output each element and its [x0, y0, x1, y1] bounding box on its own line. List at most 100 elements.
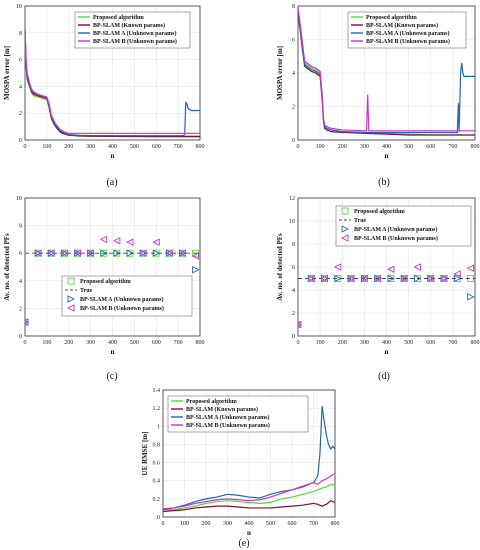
data-point: [34, 249, 42, 257]
legend-entry-label: BP-SLAM B (Unknown params): [186, 422, 270, 429]
data-point: [191, 252, 200, 260]
plot-area: [298, 7, 475, 136]
y-tick-label: 0.4: [153, 479, 161, 485]
data-point: [387, 274, 395, 283]
legend-entry-label: BP-SLAM A (Unknown params): [366, 30, 450, 37]
x-tick-label: 600: [152, 144, 161, 150]
y-tick-label: 0.2: [153, 497, 161, 503]
data-point: [453, 270, 461, 278]
y-tick-label: 2: [19, 111, 22, 117]
y-tick-label: 8: [292, 4, 295, 10]
legend-box: [335, 205, 472, 247]
legend-entry-label: Proposed algorithm: [366, 15, 417, 21]
x-tick-label: 800: [471, 144, 480, 150]
y-tick-label: 8: [19, 224, 22, 230]
data-point: [320, 274, 328, 283]
x-tick-label: 0: [162, 521, 165, 527]
y-tick-label: 6: [19, 58, 22, 64]
data-point: [60, 249, 68, 257]
x-tick-label: 200: [338, 144, 347, 150]
legend-entry-label: BP-SLAM (Known params): [186, 406, 258, 413]
x-tick-label: 400: [245, 521, 254, 527]
legend-entry-label: BP-SLAM A (Unknown params): [354, 226, 438, 233]
y-axis-label: UE RMSE [m]: [141, 432, 149, 476]
legend-entry-label: True: [354, 218, 367, 224]
data-point: [25, 318, 29, 326]
x-tick-label: 400: [382, 144, 391, 150]
chart-d: 0 100 200 300 400 500 600 700 800 0 2 4 6 8 10 12 n Av. n…: [276, 196, 480, 382]
x-tick-label: 500: [404, 144, 413, 150]
legend-swatch: [66, 304, 75, 312]
legend: Proposed algorithm True BP-SLAM A (Unknown…: [335, 205, 472, 247]
data-point: [178, 249, 186, 257]
y-tick-label: 4: [19, 84, 22, 90]
axes-frame: [162, 389, 336, 518]
legend-entry-label: Proposed algorithm: [186, 399, 237, 405]
legend-swatch: [67, 295, 76, 303]
legend-entry-label: BP-SLAM (Known params): [366, 22, 438, 29]
x-tick-label: 0: [297, 340, 300, 346]
y-tick-label: 8: [19, 31, 22, 37]
legend-entry-label: Proposed algorithm: [354, 209, 405, 215]
y-tick-label: 0: [292, 138, 295, 144]
x-tick-label: 100: [316, 340, 325, 346]
y-tick-label: 6: [19, 251, 22, 257]
x-tick-label: 200: [64, 144, 73, 150]
x-tick-label: 300: [360, 340, 369, 346]
x-tick-label: 0: [24, 340, 27, 346]
panel-caption: (c): [106, 371, 117, 382]
legend-box: [74, 11, 191, 49]
data-point: [100, 249, 108, 257]
series-line: [25, 30, 200, 138]
legend-box: [347, 11, 467, 49]
data-point: [413, 263, 421, 271]
y-tick-label: 0: [19, 334, 22, 340]
y-tick-label: 4: [292, 71, 295, 77]
axes-frame: [297, 197, 476, 337]
panel-caption: (d): [378, 371, 390, 382]
plot-area: [25, 235, 200, 326]
legend-entry-label: BP-SLAM (Known params): [93, 22, 165, 29]
y-axis-label: MOSPA error [m]: [276, 46, 284, 100]
x-tick-label: 600: [426, 340, 435, 346]
x-tick-label: 300: [360, 144, 369, 150]
x-tick-label: 700: [309, 521, 318, 527]
legend-entry-label: BP-SLAM B (Unknown params): [354, 235, 438, 242]
x-axis-label: n: [385, 348, 389, 356]
x-tick-label: 300: [223, 521, 232, 527]
series-line: [163, 472, 335, 510]
x-tick-label: 500: [130, 340, 139, 346]
panel-caption: (b): [378, 177, 390, 188]
x-tick-label: 600: [426, 144, 435, 150]
data-point: [386, 265, 395, 274]
x-tick-label: 600: [152, 340, 161, 346]
x-tick-label: 700: [448, 144, 457, 150]
data-point: [307, 274, 315, 283]
y-tick-label: 0: [292, 334, 295, 340]
chart-e: 0 100 200 300 400 500 600 700 800 0 0.2 0.4 0.6 0.8 1 1…: [141, 388, 340, 549]
legend-swatch: [67, 277, 75, 285]
data-point: [373, 274, 382, 283]
legend-swatch: [340, 234, 349, 242]
axes-frame: [24, 5, 201, 141]
legend-swatch: [341, 225, 350, 233]
x-tick-label: 300: [86, 144, 95, 150]
x-tick-label: 400: [382, 340, 391, 346]
x-tick-label: 600: [288, 521, 297, 527]
x-tick-label: 700: [174, 340, 183, 346]
data-point: [125, 238, 134, 246]
legend-entry-label: BP-SLAM B (Unknown params): [93, 38, 177, 45]
y-tick-label: 0.8: [153, 442, 161, 448]
data-point: [466, 264, 475, 272]
y-tick-label: 4: [19, 279, 22, 285]
y-tick-label: 1.2: [153, 406, 161, 412]
x-tick-label: 500: [266, 521, 275, 527]
y-tick-label: 8: [292, 242, 295, 248]
y-tick-label: 2: [292, 105, 295, 111]
plot-area: [25, 27, 200, 138]
y-tick-label: 2: [19, 306, 22, 312]
data-point: [333, 263, 342, 271]
